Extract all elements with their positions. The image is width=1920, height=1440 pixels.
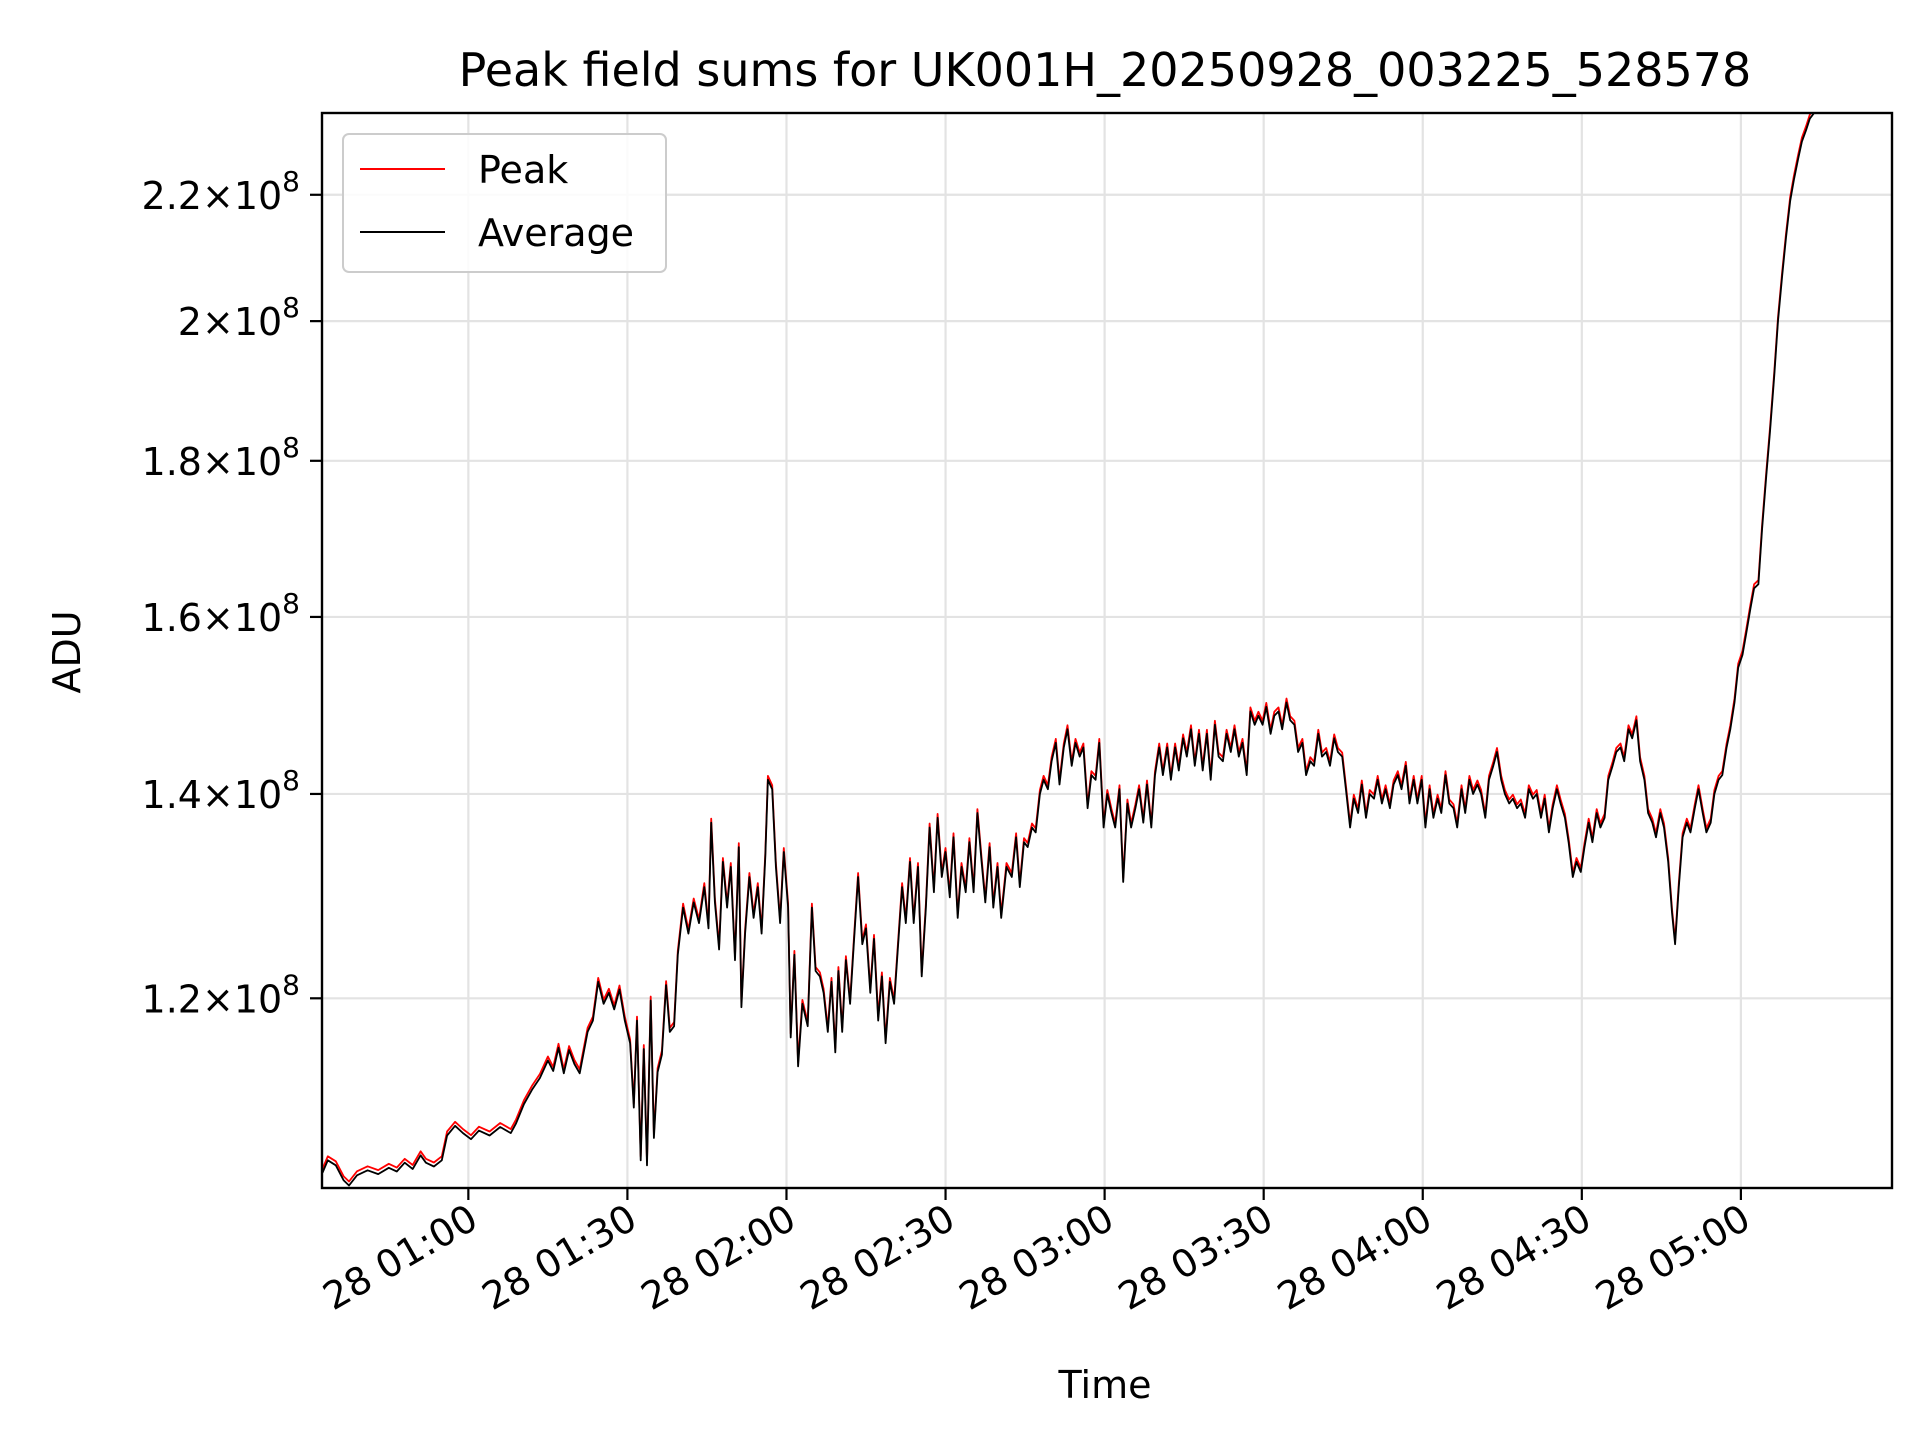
legend: Peak Average [342,133,667,273]
series-line-average [322,113,1815,1187]
series-group [322,113,1815,1187]
y-tick-exponent: 8 [282,968,300,1001]
y-tick-base: 10 [234,174,282,218]
y-tick-label: 1.8×108 [142,431,300,484]
y-tick-exponent: 8 [282,165,300,198]
y-tick-base: 10 [234,300,282,344]
y-tick-mantissa: 1.4 [142,773,202,817]
y-tick-base: 10 [234,773,282,817]
chart-title: Peak field sums for UK001H_20250928_0032… [459,43,1752,97]
y-tick-base: 10 [234,440,282,484]
y-tick-label: 1.2×108 [142,968,300,1021]
y-tick-mantissa: 2 [178,300,202,344]
y-tick-exponent: 8 [282,431,300,464]
y-tick-mantissa: 1.8 [142,440,202,484]
y-tick-times: × [202,977,234,1021]
legend-label-average: Average [478,211,634,255]
y-tick-base: 10 [234,596,282,640]
y-tick-exponent: 8 [282,291,300,324]
y-tick-times: × [202,773,234,817]
y-tick-label: 1.6×108 [142,587,300,640]
y-tick-exponent: 8 [282,587,300,620]
series-layer [322,113,1815,1187]
y-tick-exponent: 8 [282,764,300,797]
y-tick-mantissa: 1.2 [142,977,202,1021]
y-tick-label: 2.2×108 [142,165,300,218]
y-tick-label: 2×108 [178,291,300,344]
y-tick-mantissa: 2.2 [142,174,202,218]
y-tick-times: × [202,174,234,218]
grid-lines [322,113,1892,1188]
x-axis-label: Time [1058,1363,1152,1407]
y-tick-times: × [202,300,234,344]
y-tick-times: × [202,596,234,640]
y-tick-mantissa: 1.6 [142,596,202,640]
y-tick-label: 1.4×108 [142,764,300,817]
y-axis-label: ADU [45,610,89,693]
legend-label-peak: Peak [478,148,568,192]
plot-frame [320,111,1894,1190]
y-tick-base: 10 [234,977,282,1021]
y-tick-times: × [202,440,234,484]
